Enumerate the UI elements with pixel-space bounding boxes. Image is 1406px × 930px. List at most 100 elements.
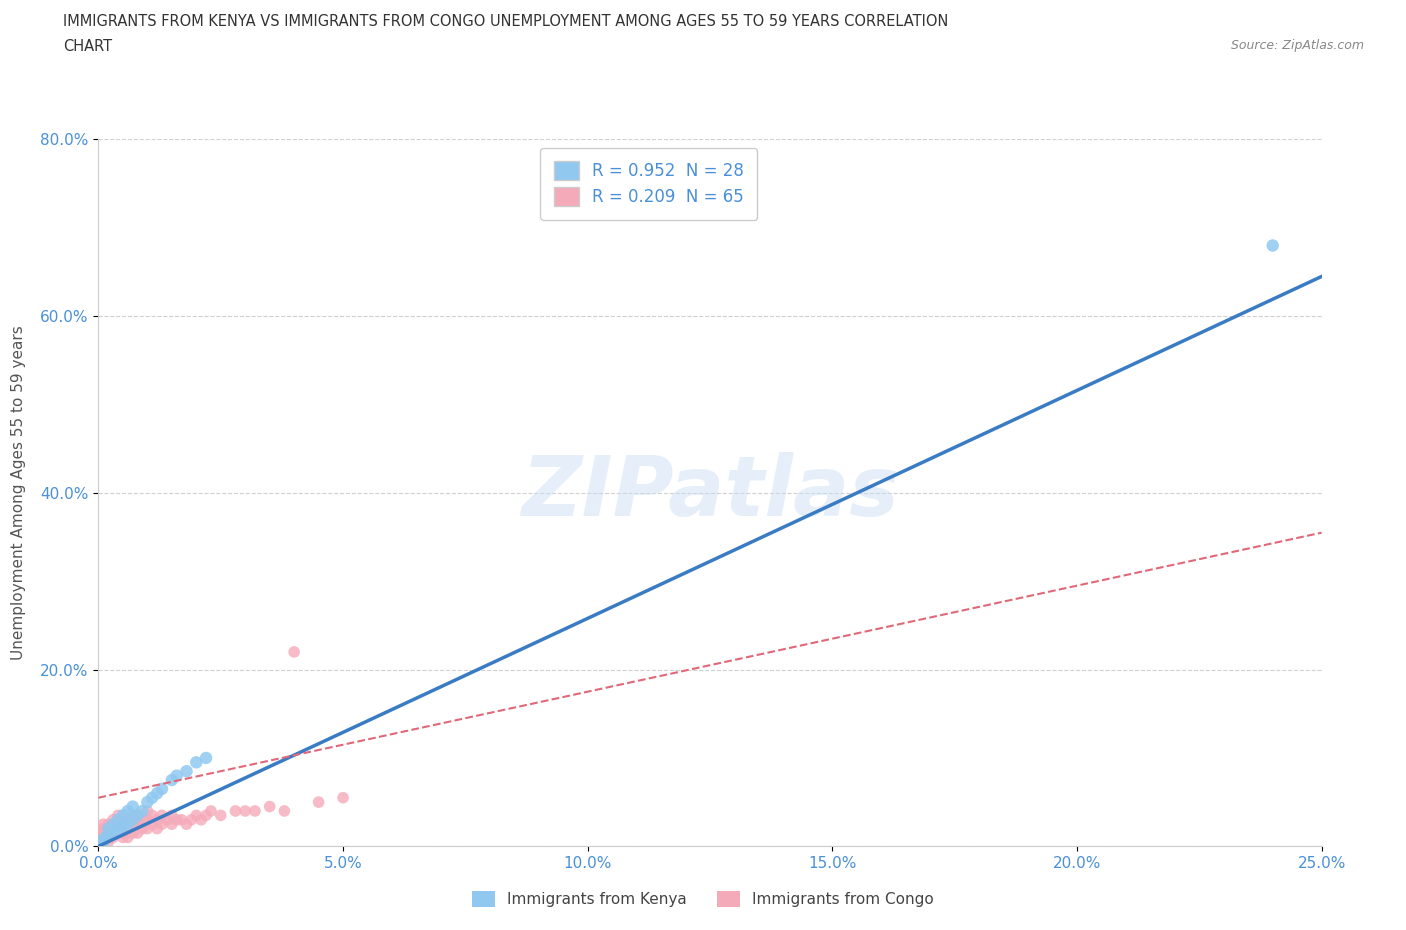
Point bbox=[186, 755, 208, 770]
Point bbox=[117, 817, 139, 831]
Point bbox=[91, 821, 114, 836]
Point bbox=[117, 804, 139, 818]
Point bbox=[156, 813, 179, 828]
Point bbox=[141, 808, 163, 823]
Point bbox=[111, 826, 134, 841]
Point bbox=[160, 808, 183, 823]
Point bbox=[176, 764, 198, 778]
Point bbox=[141, 790, 163, 805]
Point bbox=[209, 808, 232, 823]
Point bbox=[97, 817, 120, 831]
Point bbox=[111, 817, 134, 831]
Point bbox=[90, 826, 112, 841]
Point bbox=[127, 808, 149, 823]
Point bbox=[117, 830, 139, 845]
Point bbox=[94, 830, 117, 845]
Point bbox=[195, 808, 218, 823]
Point bbox=[150, 808, 173, 823]
Point bbox=[160, 817, 183, 831]
Point bbox=[111, 808, 134, 823]
Point bbox=[170, 813, 193, 828]
Point bbox=[136, 821, 159, 836]
Point bbox=[121, 817, 143, 831]
Point bbox=[180, 813, 202, 828]
Point bbox=[121, 826, 143, 841]
Point bbox=[111, 821, 134, 836]
Point bbox=[127, 826, 149, 841]
Point bbox=[283, 644, 305, 659]
Point bbox=[87, 839, 110, 854]
Point bbox=[273, 804, 295, 818]
Point bbox=[166, 813, 188, 828]
Point bbox=[176, 817, 198, 831]
Point bbox=[111, 819, 134, 834]
Point bbox=[243, 804, 266, 818]
Point bbox=[131, 813, 153, 828]
Point bbox=[87, 830, 110, 845]
Point bbox=[332, 790, 354, 805]
Point bbox=[190, 813, 212, 828]
Point bbox=[131, 821, 153, 836]
Point bbox=[166, 768, 188, 783]
Point bbox=[111, 830, 134, 845]
Point bbox=[107, 817, 129, 831]
Point bbox=[259, 799, 281, 814]
Point bbox=[233, 804, 256, 818]
Point bbox=[101, 830, 124, 845]
Point bbox=[107, 823, 129, 838]
Text: Source: ZipAtlas.com: Source: ZipAtlas.com bbox=[1230, 39, 1364, 52]
Point bbox=[97, 826, 120, 841]
Point bbox=[97, 829, 120, 844]
Point bbox=[150, 817, 173, 831]
Legend: Immigrants from Kenya, Immigrants from Congo: Immigrants from Kenya, Immigrants from C… bbox=[465, 884, 941, 913]
Point bbox=[121, 799, 143, 814]
Y-axis label: Unemployment Among Ages 55 to 59 years: Unemployment Among Ages 55 to 59 years bbox=[11, 326, 27, 660]
Point bbox=[146, 786, 169, 801]
Point bbox=[195, 751, 218, 765]
Point bbox=[308, 794, 330, 809]
Point bbox=[107, 826, 129, 841]
Point bbox=[94, 830, 117, 845]
Point bbox=[111, 813, 134, 828]
Point bbox=[117, 821, 139, 836]
Point bbox=[91, 817, 114, 831]
Point bbox=[136, 794, 159, 809]
Point bbox=[97, 821, 120, 836]
Point bbox=[94, 821, 117, 836]
Point bbox=[87, 834, 110, 849]
Point bbox=[141, 817, 163, 831]
Point bbox=[224, 804, 246, 818]
Point bbox=[117, 813, 139, 828]
Point bbox=[101, 817, 124, 831]
Point bbox=[1261, 238, 1284, 253]
Point bbox=[200, 804, 222, 818]
Point bbox=[97, 834, 120, 849]
Point bbox=[146, 821, 169, 836]
Point bbox=[136, 804, 159, 818]
Point bbox=[91, 834, 114, 849]
Point bbox=[127, 808, 149, 823]
Point bbox=[146, 813, 169, 828]
Point bbox=[136, 813, 159, 828]
Point bbox=[91, 834, 114, 849]
Text: IMMIGRANTS FROM KENYA VS IMMIGRANTS FROM CONGO UNEMPLOYMENT AMONG AGES 55 TO 59 : IMMIGRANTS FROM KENYA VS IMMIGRANTS FROM… bbox=[63, 14, 949, 29]
Point bbox=[101, 821, 124, 836]
Point bbox=[90, 837, 112, 852]
Point bbox=[107, 813, 129, 828]
Point bbox=[131, 804, 153, 818]
Point bbox=[121, 808, 143, 823]
Text: ZIPatlas: ZIPatlas bbox=[522, 452, 898, 534]
Point bbox=[91, 831, 114, 846]
Text: CHART: CHART bbox=[63, 39, 112, 54]
Point bbox=[186, 808, 208, 823]
Point bbox=[160, 773, 183, 788]
Point bbox=[127, 817, 149, 831]
Point bbox=[121, 813, 143, 828]
Point bbox=[107, 808, 129, 823]
Point bbox=[91, 830, 114, 845]
Point bbox=[150, 781, 173, 796]
Point bbox=[90, 834, 112, 849]
Point bbox=[101, 826, 124, 841]
Point bbox=[101, 813, 124, 828]
Legend: R = 0.952  N = 28, R = 0.209  N = 65: R = 0.952 N = 28, R = 0.209 N = 65 bbox=[540, 148, 758, 219]
